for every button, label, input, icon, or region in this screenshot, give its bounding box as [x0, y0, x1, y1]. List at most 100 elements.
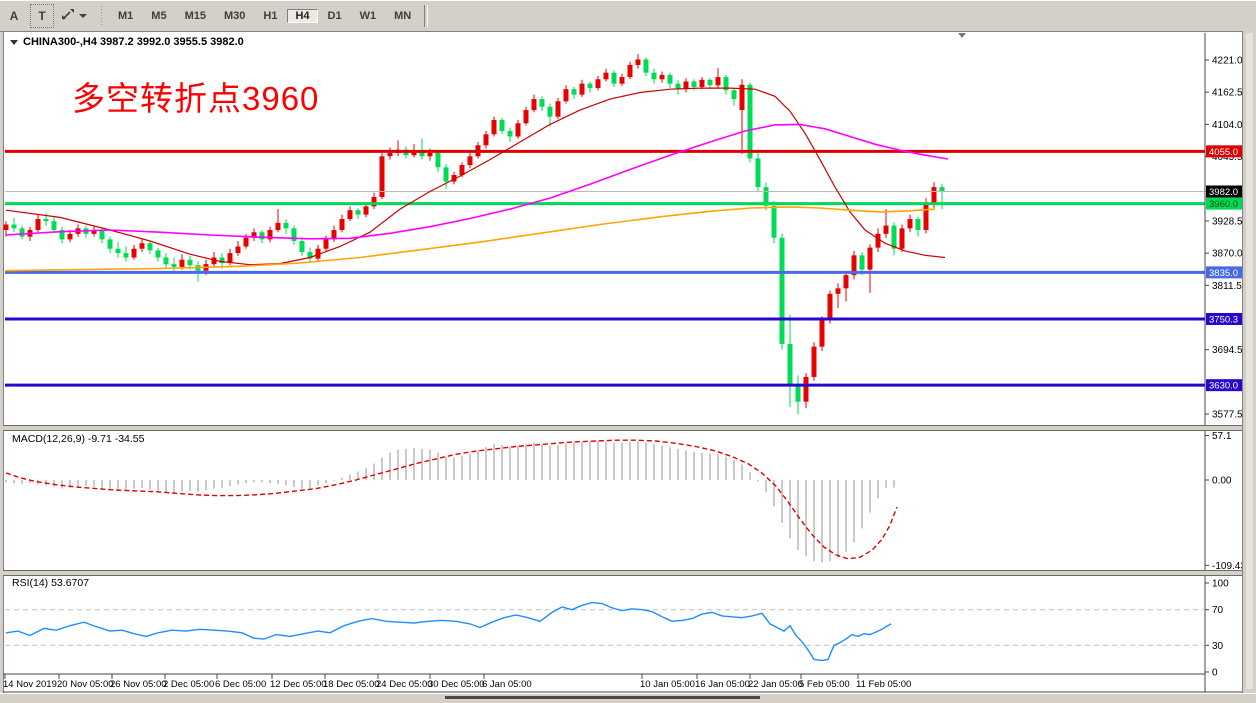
candle [899, 228, 905, 249]
chart-shift-marker-icon[interactable] [958, 33, 966, 38]
candle [883, 225, 889, 234]
candle [923, 203, 929, 231]
candle [635, 59, 641, 65]
toolbar: A T M1 M5 M15 M30 H1 H4 D1 W1 MN [0, 0, 1256, 32]
chart-client-area[interactable] [3, 31, 1243, 693]
candle [787, 343, 793, 385]
candle [827, 293, 833, 321]
rsi-indicator-label: RSI(14) 53.6707 [12, 577, 90, 589]
candle [859, 255, 865, 270]
candle [291, 228, 297, 242]
candle [675, 83, 681, 90]
chevron-down-icon [79, 14, 87, 18]
candle [51, 221, 57, 231]
candle [555, 101, 561, 117]
timeframe-button-h1[interactable]: H1 [263, 10, 278, 22]
horizontal-scrollbar[interactable] [0, 693, 1256, 703]
candle [35, 219, 41, 231]
y-axis-label: 4104.0 [1212, 120, 1243, 131]
rsi-axis-label: 0 [1212, 668, 1218, 679]
candle [43, 219, 49, 222]
candle [931, 187, 937, 204]
toolbar-grip-handle[interactable] [99, 6, 104, 26]
price-badge-3960.0 [1206, 197, 1244, 210]
candle [59, 230, 65, 240]
price-badge-text: 3982.0 [1209, 187, 1238, 198]
candle [939, 187, 945, 192]
ma-fast [5, 87, 946, 266]
y-axis-label: 3811.5 [1212, 281, 1242, 292]
chart-symbol-title[interactable]: CHINA300-,H4 3987.2 3992.0 3955.5 3982.0 [10, 36, 244, 48]
candle [171, 264, 177, 267]
candle [739, 84, 745, 111]
candle [211, 257, 217, 265]
text-label-tool-button[interactable]: T [30, 4, 54, 28]
timeframe-button-m1[interactable]: M1 [118, 10, 134, 22]
candle [355, 210, 361, 215]
candle [459, 165, 465, 175]
candle [99, 230, 105, 240]
candle [267, 230, 273, 240]
candle [747, 84, 753, 159]
timeframe-button-d1[interactable]: D1 [327, 10, 342, 22]
price-badge-text: 4055.0 [1209, 147, 1238, 158]
y-axis-label: 3928.5 [1212, 216, 1243, 227]
candle [283, 222, 289, 229]
candle [499, 119, 505, 131]
horizontal-scrollbar-thumb[interactable] [445, 696, 760, 699]
vertical-scrollbar-track[interactable] [1246, 33, 1253, 689]
rsi-axis-label: 70 [1212, 605, 1224, 616]
candle [467, 156, 473, 166]
candle [867, 247, 873, 270]
candle [851, 255, 857, 276]
x-axis-label: 2 Dec 05:00 [163, 679, 214, 690]
candle [379, 156, 385, 197]
candle [483, 134, 489, 146]
arrow-cursor-button[interactable]: A [9, 9, 19, 23]
candle [699, 79, 705, 87]
drawing-tools-button[interactable] [60, 5, 87, 27]
x-axis-label: 24 Dec 05:00 [376, 679, 433, 690]
y-axis-label: 3870.0 [1212, 249, 1243, 260]
candle [651, 72, 657, 80]
x-axis-label: 12 Dec 05:00 [270, 679, 327, 690]
candle [443, 167, 449, 182]
candle [835, 288, 841, 294]
x-axis-label: 14 Nov 2019 [3, 679, 57, 690]
candle [715, 77, 721, 86]
candle [307, 252, 313, 259]
candle [523, 110, 529, 124]
macd-axis-label: 57.1 [1212, 431, 1232, 442]
timeframe-button-h4[interactable]: H4 [287, 9, 318, 23]
x-axis-label: 5 Feb 05:00 [799, 679, 850, 690]
timeframe-button-m15[interactable]: M15 [184, 10, 206, 22]
macd-pane [5, 441, 895, 563]
candle [619, 77, 625, 84]
timeframe-button-mn[interactable]: MN [394, 10, 412, 22]
candle [683, 81, 689, 90]
candle [563, 89, 569, 102]
candle [3, 224, 9, 231]
timeframe-button-m5[interactable]: M5 [151, 10, 167, 22]
candle [907, 219, 913, 229]
timeframe-button-w1[interactable]: W1 [359, 10, 377, 22]
candle [243, 237, 249, 247]
candle [579, 83, 585, 95]
toolbar-separator [424, 5, 429, 27]
candle [539, 99, 545, 107]
price-badge-text: 3835.0 [1209, 268, 1238, 279]
candle [803, 376, 809, 402]
rsi-axis-label: 100 [1212, 579, 1229, 590]
candle [331, 230, 337, 240]
candle [875, 233, 881, 248]
timeframe-button-m30[interactable]: M30 [223, 10, 246, 22]
macd-indicator-label: MACD(12,26,9) -9.71 -34.55 [12, 433, 145, 445]
candle [427, 152, 433, 157]
candle [155, 250, 161, 258]
price-badge-3835.0 [1206, 266, 1244, 279]
candle [11, 224, 17, 229]
chart-annotation: 多空转折点3960 [72, 80, 320, 117]
candle [91, 230, 97, 234]
vertical-scrollbar[interactable] [1242, 31, 1256, 693]
